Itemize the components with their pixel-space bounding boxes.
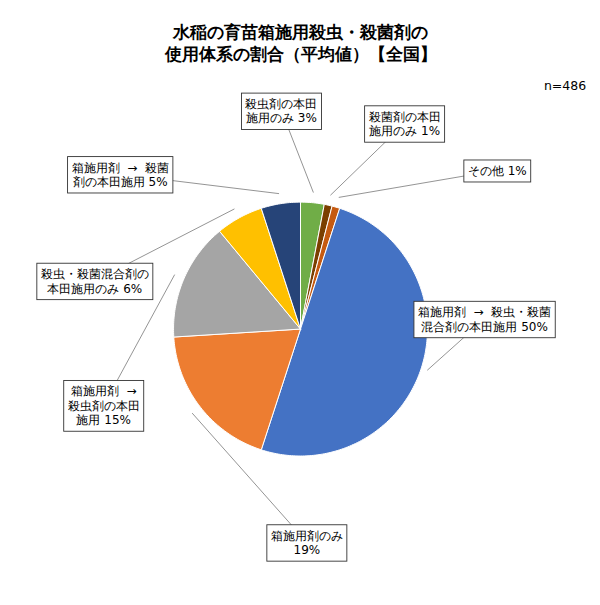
svg-text:箱施用剤 →殺虫剤の本田施用 15%: 箱施用剤 →殺虫剤の本田施用 15% (68, 384, 140, 427)
svg-text:箱施用剤 → 殺菌剤の本田施用 5%: 箱施用剤 → 殺菌剤の本田施用 5% (72, 161, 169, 189)
svg-text:殺虫剤の本田施用のみ 3%: 殺虫剤の本田施用のみ 3% (245, 97, 317, 125)
svg-text:n=486: n=486 (544, 78, 586, 93)
svg-text:殺虫・殺菌混合剤の本田施用のみ 6%: 殺虫・殺菌混合剤の本田施用のみ 6% (41, 267, 149, 295)
svg-text:その他 1%: その他 1% (468, 164, 527, 178)
svg-text:箱施用剤のみ19%: 箱施用剤のみ19% (271, 529, 343, 557)
svg-text:箱施用剤 → 殺虫・殺菌混合剤の本田施用 50%: 箱施用剤 → 殺虫・殺菌混合剤の本田施用 50% (418, 305, 551, 333)
svg-text:殺菌剤の本田施用のみ 1%: 殺菌剤の本田施用のみ 1% (369, 110, 441, 138)
svg-text:水稲の育苗箱施用殺虫・殺菌剤の使用体系の割合（平均値）【全国: 水稲の育苗箱施用殺虫・殺菌剤の使用体系の割合（平均値）【全国】 (164, 22, 437, 64)
